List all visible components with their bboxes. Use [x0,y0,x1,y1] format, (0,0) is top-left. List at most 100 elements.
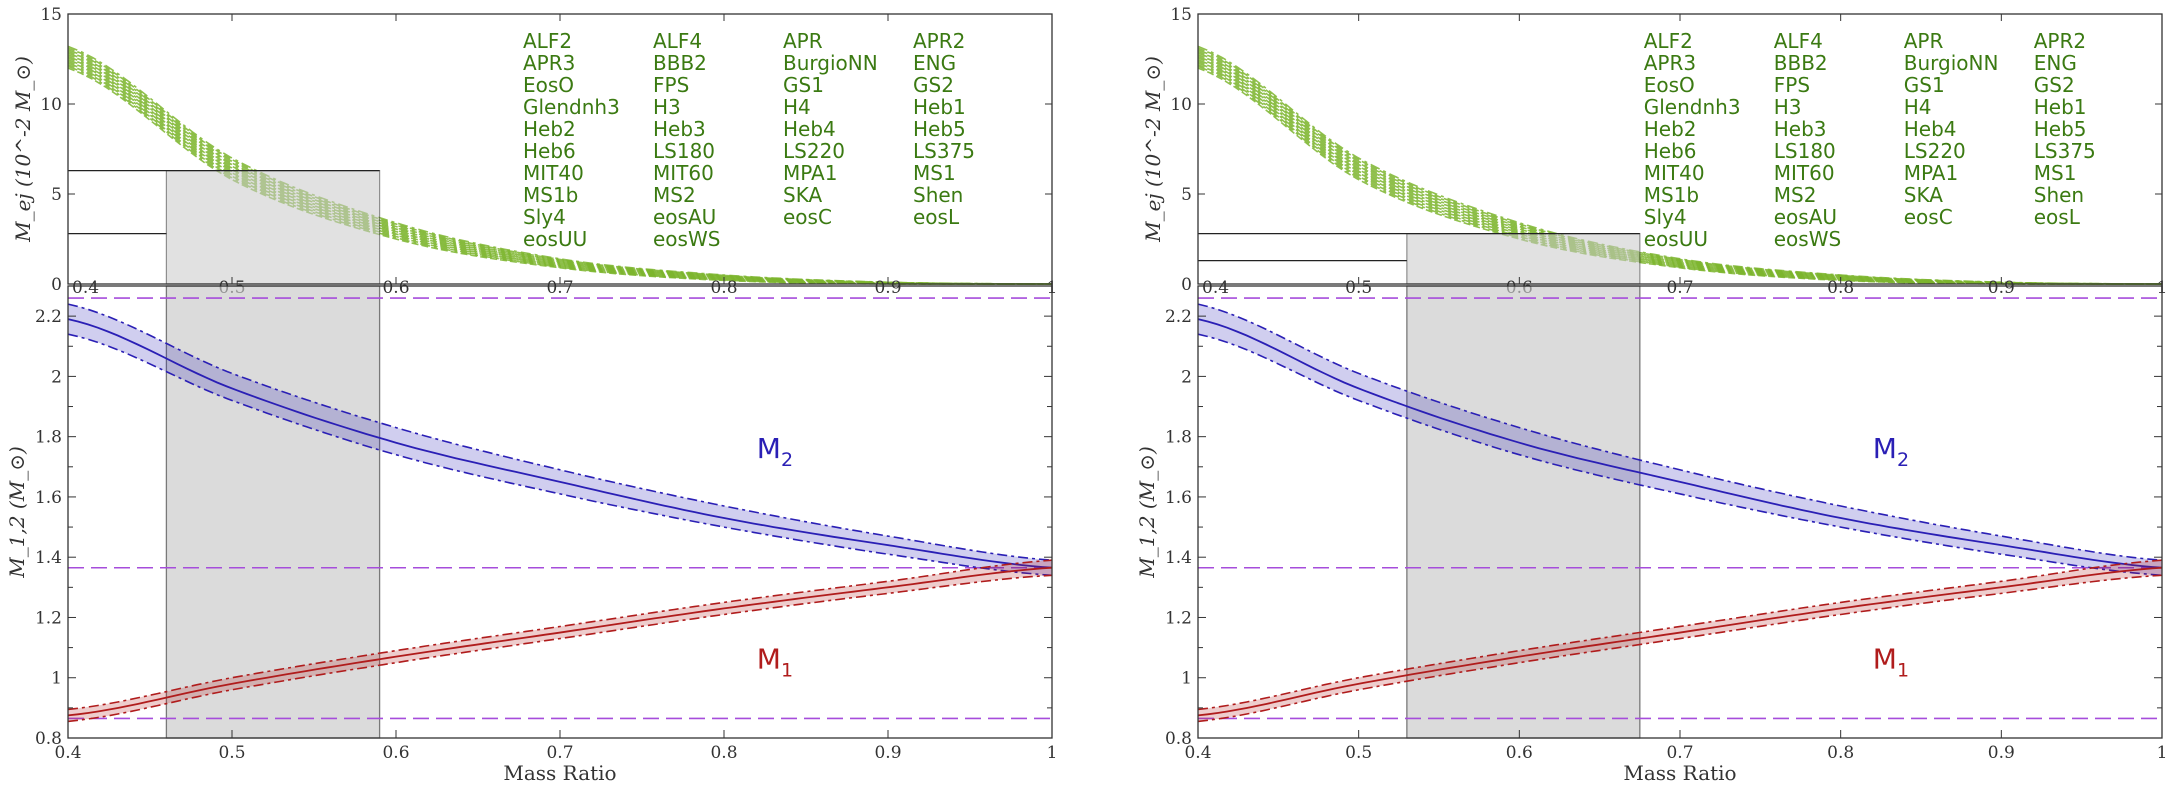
eos-legend-entry: ALF2 [1644,29,1693,53]
ytick-label: 5 [51,185,62,205]
eos-legend-entry: MPA1 [783,161,837,185]
xtick-label: 0.6 [1506,743,1533,763]
eos-legend-entry: GS1 [1904,73,1945,97]
ytick-label: 0.8 [35,729,62,749]
eos-legend-entry: Heb4 [1904,117,1957,141]
eos-legend-entry: Heb3 [653,117,706,141]
series-band [68,560,1052,722]
eos-legend-entry: MS1b [523,183,578,207]
mass-panel: M2 M1 0.8 1 1.2 1.4 1.6 1.8 2 2.2 0.4 0.5 0.6 0.7 0.8 0… [1135,285,2167,785]
eos-legend-entry: H4 [1904,95,1932,119]
eos-legend-entry: Sly4 [523,205,566,229]
eos-legend-entry: Heb2 [1644,117,1697,141]
eos-legend-entry: eosL [2034,205,2081,229]
series-label-subscript: 2 [781,449,793,471]
eos-legend-entry: BBB2 [1774,51,1828,75]
xtick-label: 0.5 [1345,278,1372,298]
eos-legend-entry: ALF2 [523,29,572,53]
series-center-line [1197,318,2163,569]
ytick-label: 2.2 [1165,307,1192,327]
ytick-label: 1.2 [35,608,62,628]
mass-xlabel: Mass Ratio [503,761,616,783]
eos-legend-entry: GS2 [913,73,954,97]
series-band [1198,304,2162,576]
xtick-label: 0.5 [1345,743,1372,763]
series-upper-bound [67,303,1053,561]
series-lower-bound [1197,574,2163,723]
series-center-line [1197,566,2163,717]
ytick-label: 1.6 [1165,488,1192,508]
eos-legend-entry: Sly4 [1644,205,1687,229]
eos-legend-entry: APR2 [2034,29,2086,53]
xtick-label: 0.9 [874,743,901,763]
ytick-label: 1.2 [1165,608,1192,628]
ytick-label: 1 [51,669,62,689]
eos-legend-entry: GS1 [783,73,824,97]
eos-legend-entry: Heb5 [913,117,966,141]
xtick-label: 0.8 [1827,278,1854,298]
eos-legend-entry: APR3 [1644,51,1696,75]
eos-legend-entry: eosWS [1774,227,1841,251]
xtick-label: 0.4 [72,278,99,298]
eos-legend-entry: eosC [783,205,832,229]
eos-legend: ALF2 ALF4 APR APR2 APR3 BBB2 BurgioNN ENG EosO FP… [1644,29,2096,251]
eos-legend-entry: Heb2 [523,117,576,141]
xtick-label: 0.8 [710,743,737,763]
xtick-label: 0.4 [54,743,81,763]
eos-legend-entry: eosAU [1774,205,1837,229]
eos-legend-entry: ENG [913,51,956,75]
eos-legend-entry: EosO [523,73,574,97]
eos-legend-entry: MIT60 [653,161,714,185]
mass-axes-frame [1197,285,2163,739]
series-center-line [67,318,1053,569]
eos-legend-entry: H3 [653,95,681,119]
xtick-label: 0.7 [546,743,573,763]
series-m2: M2 [67,303,1053,577]
eos-legend-entry: H3 [1774,95,1802,119]
mass-xlabel: Mass Ratio [1623,761,1736,783]
ytick-label: 1.6 [35,488,62,508]
series-band [1198,560,2162,722]
eos-legend-entry: eosUU [523,227,587,251]
xtick-label: 0.9 [874,278,901,298]
eos-legend-entry: MIT40 [523,161,584,185]
eos-legend-entry: SKA [1904,183,1943,207]
series-upper-bound [67,559,1053,711]
series-label: M1 [1873,643,1909,682]
xtick-label: 0.6 [382,278,409,298]
ytick-label: 0.8 [1165,729,1192,749]
series-label: M2 [1873,432,1909,471]
ytick-label: 0 [51,275,62,295]
mass-ylabel: M_1,2 (M_⊙) [1135,446,1159,578]
mass-shaded-region [165,285,381,739]
eos-legend-entry: MS1 [2034,161,2077,185]
eos-legend-entry: LS180 [653,139,715,163]
eos-legend-entry: eosAU [653,205,716,229]
ejecta-ylabel: M_ej (10^-2 M_⊙) [1141,56,1165,243]
eos-legend-entry: Heb3 [1774,117,1827,141]
eos-legend-entry: SKA [783,183,822,207]
series-band [68,304,1052,576]
eos-legend-entry: MS2 [653,183,696,207]
eos-legend-entry: ENG [2034,51,2077,75]
eos-legend-entry: BurgioNN [1904,51,1999,75]
xtick-label: 0.5 [218,743,245,763]
xtick-label: 0.9 [1988,278,2015,298]
eos-legend-entry: GS2 [2034,73,2075,97]
xtick-label: 0.9 [1988,743,2015,763]
series-center-line [67,566,1053,717]
series-label-subscript: 1 [781,660,793,682]
eos-legend-entry: Heb5 [2034,117,2087,141]
xtick-label: 0.8 [1827,743,1854,763]
eos-legend-entry: FPS [653,73,689,97]
ejecta-shaded-region [1406,233,1641,285]
ytick-label: 2 [1181,367,1192,387]
ytick-label: 2 [51,367,62,387]
series-lower-bound [67,574,1053,723]
ytick-label: 1.4 [35,548,62,568]
eos-legend-entry: eosUU [1644,227,1708,251]
eos-legend-entry: LS220 [783,139,845,163]
